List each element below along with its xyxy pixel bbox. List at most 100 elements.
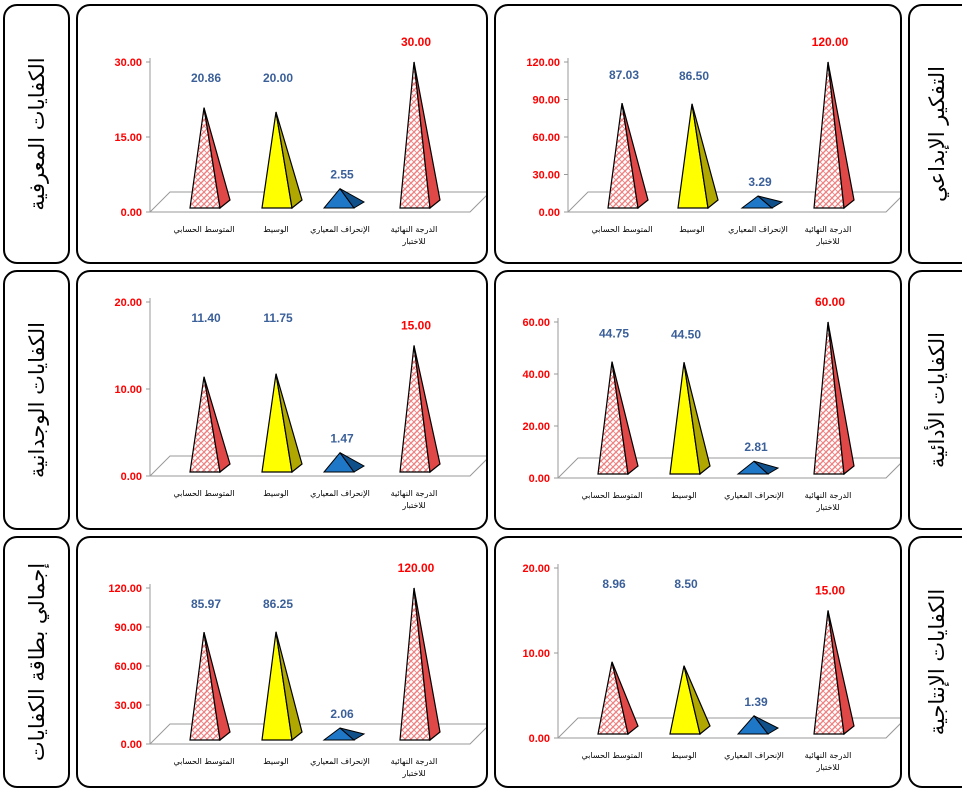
value-label: 2.06 — [330, 707, 354, 721]
chart-panel: 0.00 20.00 40.00 60.00 44.75 المتوسط الحسابي 4… — [494, 270, 902, 530]
chart-panel: 0.00 30.00 60.00 90.00 120.00 87.03 المتوسط ال… — [494, 4, 902, 264]
category-label: الإنحراف المعياري — [310, 225, 370, 235]
bar-pyramid-side — [413, 345, 441, 474]
category-label: الوسيط — [263, 489, 289, 498]
y-tick-label: 90.00 — [114, 622, 142, 634]
bar-pyramid-side — [753, 460, 780, 475]
value-label: 8.50 — [674, 577, 698, 591]
y-tick-label: 0.00 — [121, 471, 142, 483]
value-label: 120.00 — [812, 35, 849, 49]
bar-pyramid-side — [339, 452, 365, 473]
value-label: 120.00 — [398, 561, 435, 575]
value-label: 2.81 — [744, 440, 768, 454]
category-label: الإنحراف المعياري — [310, 489, 370, 499]
value-label: 2.55 — [330, 168, 354, 182]
bar-pyramid-side — [827, 610, 855, 736]
y-tick-label: 30.00 — [532, 170, 560, 182]
category-label: الوسيط — [671, 751, 697, 760]
category-label: المتوسط الحسابي — [582, 751, 643, 760]
side-label: إجمالي بطاقة الكفايات — [24, 562, 49, 762]
side-label-box: الكفايات المعرفية — [3, 4, 70, 264]
bar-pyramid-side — [203, 107, 231, 210]
category-label: للاختبار — [401, 769, 425, 778]
category-label: للاختبار — [815, 763, 839, 772]
y-tick-label: 60.00 — [522, 317, 550, 329]
category-label: المتوسط الحسابي — [174, 225, 235, 234]
value-label: 8.96 — [602, 577, 626, 591]
bar-pyramid-side — [691, 103, 719, 210]
side-label-box: الكفايات الإنتاجية — [908, 536, 962, 788]
category-label: الإنحراف المعياري — [724, 751, 784, 761]
y-tick-label: 30.00 — [114, 700, 142, 712]
chart-svg: 0.00 30.00 60.00 90.00 120.00 85.97 المتوسط ال… — [108, 561, 486, 778]
chart-panel: 0.00 10.00 20.00 11.40 المتوسط الحسابي 11.75 ا… — [76, 270, 488, 530]
chart-svg: 0.00 30.00 60.00 90.00 120.00 87.03 المتوسط ال… — [526, 35, 900, 246]
bar-pyramid-side — [611, 361, 639, 476]
y-tick-label: 40.00 — [522, 369, 550, 381]
category-label: الإنحراف المعياري — [310, 757, 370, 767]
chart-panel: 0.00 30.00 60.00 90.00 120.00 85.97 المتوسط ال… — [76, 536, 488, 788]
chart-svg: 0.00 20.00 40.00 60.00 44.75 المتوسط الحسابي 4… — [522, 295, 900, 512]
category-label: للاختبار — [815, 237, 839, 246]
bar-pyramid-side — [275, 373, 303, 474]
bar-pyramid-side — [203, 632, 231, 742]
chart-svg: 0.00 10.00 20.00 11.40 المتوسط الحسابي 11.75 ا… — [114, 297, 486, 510]
category-label: المتوسط الحسابي — [582, 491, 643, 500]
value-label: 1.47 — [330, 432, 354, 446]
value-label: 44.50 — [671, 327, 701, 341]
side-label: الكفايات المعرفية — [24, 57, 49, 211]
y-tick-label: 90.00 — [532, 95, 560, 107]
side-label: الكفايات الوجدانية — [24, 322, 49, 478]
y-tick-label: 60.00 — [532, 132, 560, 144]
y-tick-label: 10.00 — [522, 648, 550, 660]
bar-pyramid-side — [413, 61, 441, 210]
value-label: 15.00 — [401, 319, 431, 333]
category-label: الدرجة النهائية — [391, 489, 438, 498]
value-label: 86.25 — [263, 597, 293, 611]
bar-pyramid-side — [339, 727, 366, 741]
category-label: للاختبار — [401, 237, 425, 246]
chart-svg: 0.00 15.00 30.00 20.86 المتوسط الحسابي 20.00 ا… — [114, 35, 486, 246]
bar-pyramid-side — [611, 661, 639, 736]
side-label: الكفايات الأدائية — [925, 332, 949, 468]
side-label-box: إجمالي بطاقة الكفايات — [3, 536, 70, 788]
y-tick-label: 30.00 — [114, 57, 142, 69]
side-label: الكفايات الإنتاجية — [925, 588, 949, 736]
value-label: 85.97 — [191, 597, 221, 611]
bar-pyramid-side — [757, 195, 784, 209]
bar-pyramid-side — [275, 111, 303, 210]
value-label: 11.75 — [263, 311, 293, 325]
category-label: الوسيط — [263, 225, 289, 234]
y-tick-label: 0.00 — [121, 739, 142, 751]
y-tick-label: 0.00 — [529, 473, 550, 485]
y-tick-label: 10.00 — [114, 384, 142, 396]
value-label: 15.00 — [815, 584, 845, 598]
category-label: للاختبار — [815, 503, 839, 512]
value-label: 20.00 — [263, 71, 293, 85]
bar-pyramid-side — [753, 715, 780, 735]
chart-panel: 0.00 15.00 30.00 20.86 المتوسط الحسابي 20.00 ا… — [76, 4, 488, 264]
category-label: الدرجة النهائية — [805, 491, 852, 500]
y-tick-label: 0.00 — [529, 733, 550, 745]
category-label: الوسيط — [263, 757, 289, 766]
category-label: المتوسط الحسابي — [592, 225, 653, 234]
value-label: 3.29 — [748, 175, 772, 189]
chart-svg: 0.00 10.00 20.00 8.96 المتوسط الحسابي 8.50 الو… — [522, 563, 900, 772]
chart-panel: 0.00 10.00 20.00 8.96 المتوسط الحسابي 8.50 الو… — [494, 536, 902, 788]
category-label: للاختبار — [401, 501, 425, 510]
value-label: 87.03 — [609, 68, 639, 82]
bar-pyramid-side — [275, 631, 303, 742]
y-tick-label: 0.00 — [121, 207, 142, 219]
category-label: الدرجة النهائية — [805, 225, 852, 234]
y-tick-label: 20.00 — [522, 421, 550, 433]
side-label-box: الكفايات الأدائية — [908, 270, 962, 530]
bar-pyramid-side — [683, 665, 711, 736]
bar-pyramid-side — [203, 376, 231, 474]
bar-pyramid-side — [683, 362, 711, 476]
y-tick-label: 60.00 — [114, 661, 142, 673]
y-tick-label: 120.00 — [108, 583, 142, 595]
category-label: الوسيط — [671, 491, 697, 500]
value-label: 60.00 — [815, 295, 845, 309]
category-label: المتوسط الحسابي — [174, 489, 235, 498]
y-tick-label: 20.00 — [522, 563, 550, 575]
